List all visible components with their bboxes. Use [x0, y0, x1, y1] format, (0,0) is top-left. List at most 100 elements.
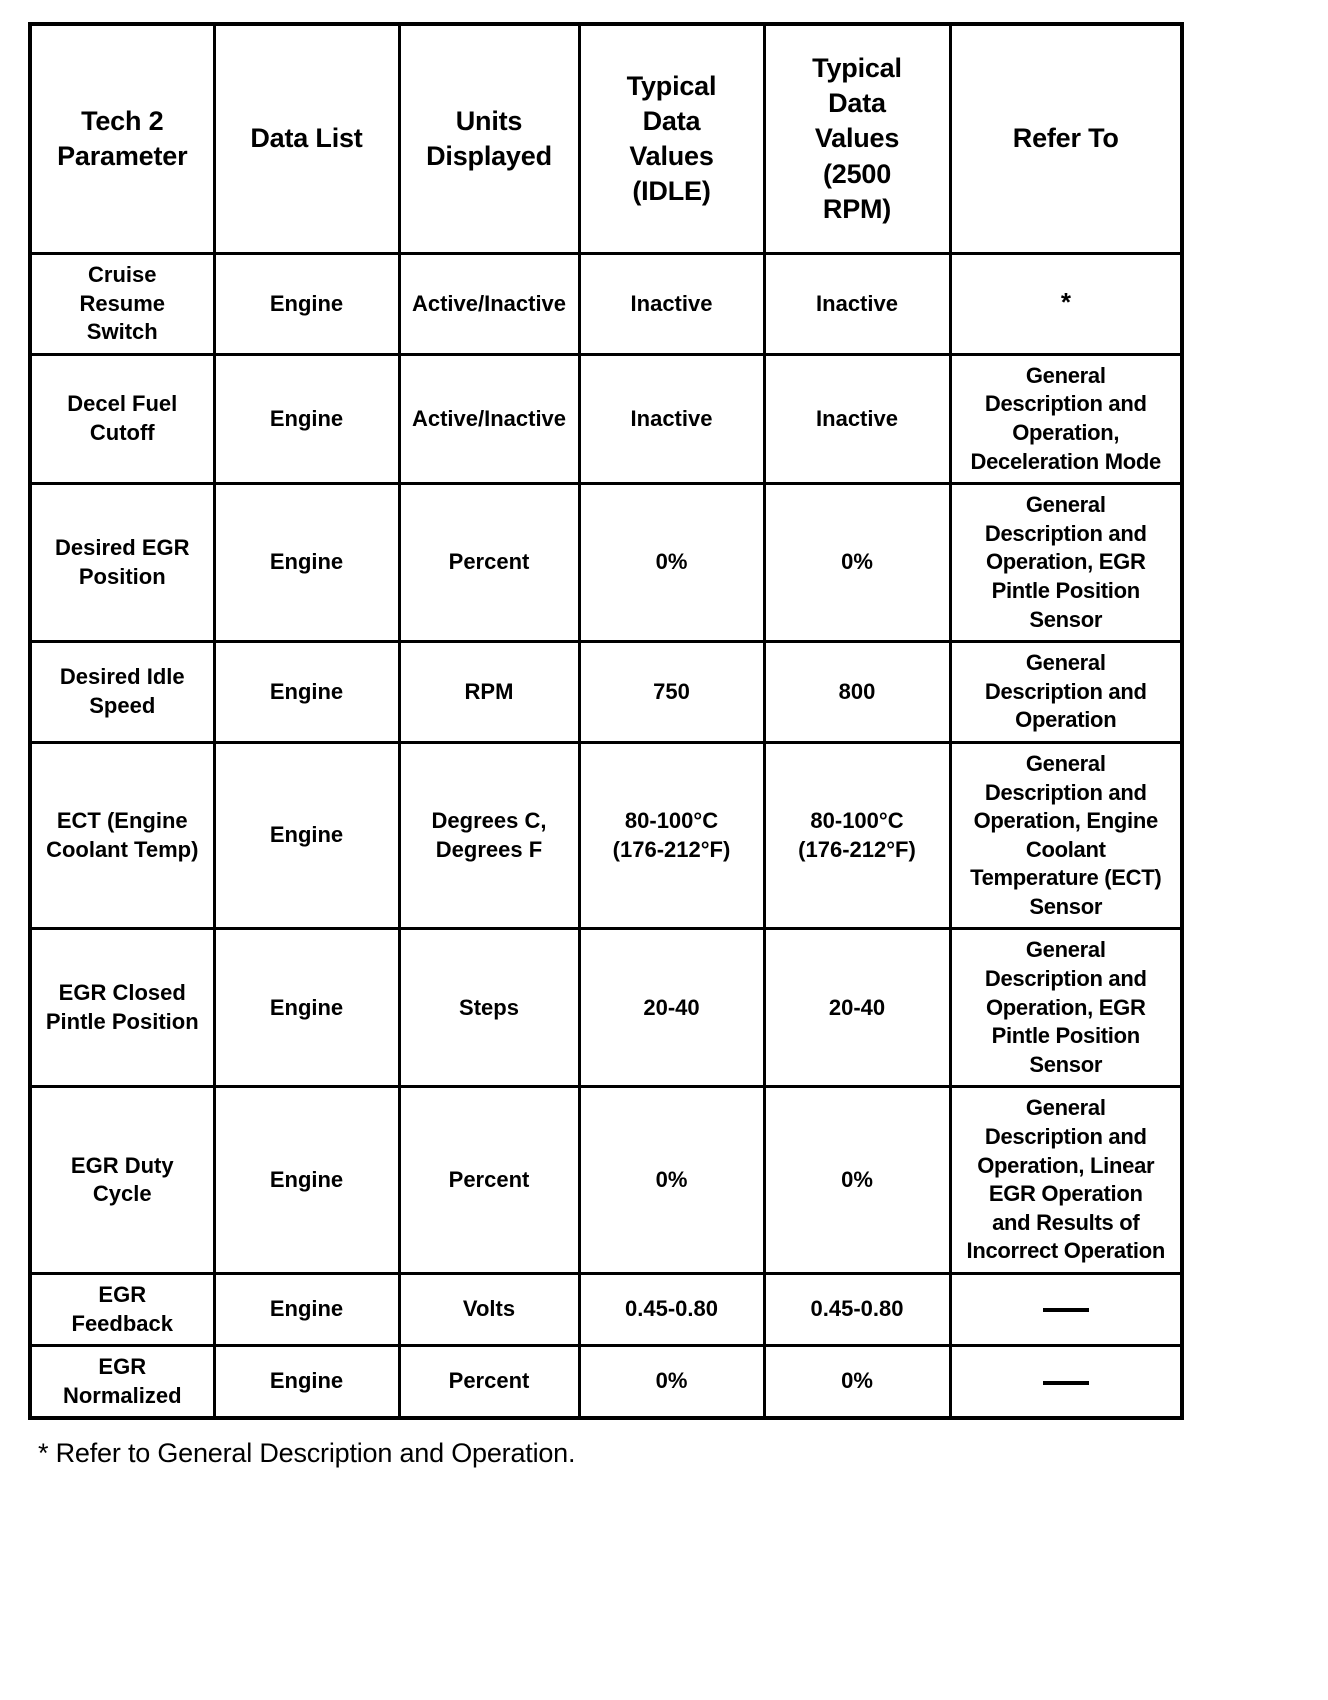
cell-line: 80-100°C [810, 808, 904, 834]
cell-line: Temperature (ECT) [970, 865, 1162, 891]
cell-line: Feedback [71, 1310, 174, 1336]
cell-line: Coolant [1025, 836, 1106, 862]
cell-data-list: Engine [214, 483, 401, 644]
cell-parameter: ECT (Engine Coolant Temp) [30, 742, 216, 931]
cell-line: Values [629, 141, 714, 171]
cell-line: Decel Fuel [67, 391, 178, 417]
cell-typical-2500rpm: 80-100°C (176-212°F) [764, 742, 952, 931]
cell-line: Volts [462, 1296, 516, 1322]
cell-line: 0% [655, 1166, 688, 1192]
em-dash-mark [1042, 1308, 1089, 1313]
cell-line: Pintle Position [991, 577, 1141, 603]
cell-line: Tech 2 [81, 105, 164, 136]
cell-line: Typical [812, 53, 902, 84]
table-row: Decel Fuel Cutoff Engine Active/Inactive Ina… [30, 354, 1182, 486]
cell-line: Pintle Position [45, 1008, 199, 1034]
cell-line: Desired Idle [59, 664, 185, 690]
table-body: Cruise Resume Switch Engine Active/Inactive I… [30, 253, 1182, 1419]
column-header-5: Refer To [950, 24, 1182, 255]
cell-line: Sensor [1029, 893, 1103, 919]
cell-line: 0.45-0.80 [810, 1296, 904, 1322]
cell-line: Description and [984, 779, 1147, 805]
cell-parameter: EGR Normalized [30, 1345, 216, 1419]
cell-line: General [1025, 650, 1106, 676]
cell-data-list: Engine [214, 253, 401, 356]
cell-typical-idle: 0% [579, 483, 766, 644]
cell-typical-2500rpm: 0% [764, 1086, 952, 1275]
cell-line: Desired EGR [55, 535, 190, 561]
cell-line: EGR Operation [988, 1181, 1143, 1207]
cell-line: 0% [655, 549, 688, 575]
cell-data-list: Engine [214, 1273, 401, 1348]
cell-data-list: Engine [214, 641, 401, 744]
cell-units-displayed: Steps [399, 928, 581, 1089]
cell-typical-idle: 20-40 [579, 928, 766, 1089]
tech2-parameter-table: Tech 2 Parameter Data List Units Displayed Ty… [28, 22, 1184, 1421]
cell-parameter: EGR Closed Pintle Position [30, 928, 216, 1089]
cell-line: Operation [1015, 707, 1117, 733]
column-header-4: Typical Data Values (2500 RPM) [764, 24, 952, 255]
cell-refer-to: General Description and Operation, Linear E… [950, 1086, 1182, 1275]
cell-line: Description and [984, 520, 1147, 546]
cell-line: Data [642, 105, 701, 136]
cell-line: Inactive [630, 290, 713, 316]
cell-line: (176-212°F) [612, 836, 731, 862]
footnote: * Refer to General Description and Opera… [28, 1438, 1300, 1469]
cell-refer-to: * [950, 253, 1182, 356]
cell-data-list: Engine [214, 1345, 401, 1419]
table-row: Desired EGR Position Engine Percent 0% 0% Gene… [30, 483, 1182, 644]
cell-typical-idle: Inactive [579, 253, 766, 356]
cell-typical-idle: 0% [579, 1086, 766, 1275]
cell-data-list: Engine [214, 1086, 401, 1275]
cell-typical-2500rpm: Inactive [764, 253, 952, 356]
cell-line: Values [814, 123, 900, 154]
table-header: Tech 2 Parameter Data List Units Displayed Ty… [30, 24, 1182, 255]
cell-line: EGR Closed [58, 980, 186, 1006]
cell-data-list: Engine [214, 928, 401, 1089]
header-row: Tech 2 Parameter Data List Units Displayed Ty… [30, 24, 1182, 255]
cell-line: Data List [250, 123, 363, 154]
table-row: EGR Normalized Engine Percent 0% 0% [30, 1345, 1182, 1419]
cell-parameter: Cruise Resume Switch [30, 253, 216, 356]
cell-line: 0.45-0.80 [625, 1296, 718, 1322]
cell-line: Cycle [92, 1181, 152, 1207]
cell-line: Normalized [62, 1382, 182, 1408]
table-row: ECT (Engine Coolant Temp) Engine Degrees C,… [30, 742, 1182, 931]
cell-line: Incorrect Operation [966, 1238, 1166, 1264]
footnote-asterisk: * [1060, 287, 1071, 318]
cell-line: Degrees F [435, 836, 543, 862]
cell-line: ECT (Engine [56, 808, 188, 834]
table-row: EGR Duty Cycle Engine Percent 0% 0% General Des… [30, 1086, 1182, 1275]
cell-typical-idle: 0% [579, 1345, 766, 1419]
cell-line: Inactive [816, 405, 898, 431]
column-header-1: Data List [214, 24, 401, 255]
cell-units-displayed: Percent [399, 1086, 581, 1275]
cell-typical-2500rpm: 0% [764, 1345, 952, 1419]
cell-line: Switch [86, 319, 158, 345]
cell-line: Operation, [1012, 419, 1120, 445]
cell-line: Sensor [1029, 606, 1103, 632]
cell-line: 0% [655, 1368, 688, 1394]
cell-units-displayed: Degrees C, Degrees F [399, 742, 581, 931]
cell-line: General [1025, 937, 1106, 963]
cell-refer-to: General Description and Operation [950, 641, 1182, 744]
cell-line: RPM [464, 678, 514, 704]
cell-refer-to: General Description and Operation, Engine C… [950, 742, 1182, 931]
cell-line: Operation, Linear [977, 1152, 1155, 1178]
cell-line: Data [828, 88, 886, 119]
cell-typical-2500rpm: 20-40 [764, 928, 952, 1089]
cell-line: Units [455, 105, 523, 136]
cell-line: Deceleration Mode [970, 448, 1161, 474]
cell-refer-to [950, 1273, 1182, 1348]
cell-typical-idle: 750 [579, 641, 766, 744]
cell-line: Description and [984, 966, 1147, 992]
cell-line: Inactive [816, 290, 898, 316]
cell-line: EGR Duty [70, 1152, 174, 1178]
table-row: EGR Feedback Engine Volts 0.45-0.80 0.45-0.80 [30, 1273, 1182, 1348]
cell-line: Speed [89, 693, 156, 719]
cell-line: 0% [841, 1166, 873, 1192]
cell-line: Cutoff [89, 419, 155, 445]
cell-line: 0% [841, 549, 873, 575]
cell-line: Active/Inactive [411, 290, 567, 316]
cell-line: (2500 [822, 158, 892, 189]
